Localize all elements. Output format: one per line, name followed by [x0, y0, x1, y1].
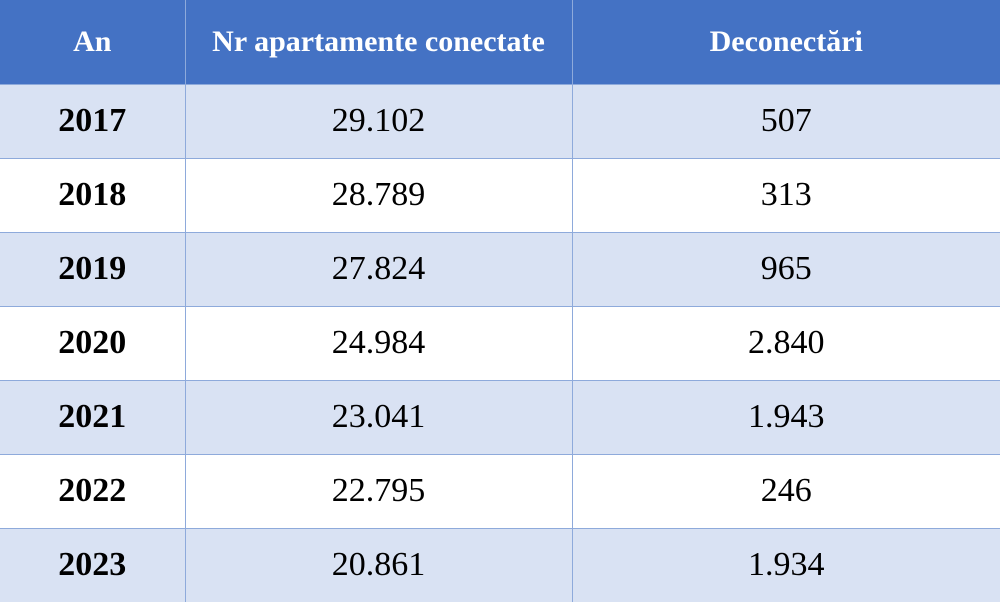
table-header: An Nr apartamente conectate Deconectări: [0, 0, 1000, 84]
disconnections-cell: 1.943: [572, 379, 1000, 454]
table-row: 2021 23.041 1.943: [0, 379, 1000, 454]
table-row: 2018 28.789 313: [0, 157, 1000, 232]
connected-apartments-cell: 29.102: [185, 83, 573, 158]
year-cell: 2018: [0, 157, 186, 232]
year-cell: 2020: [0, 305, 186, 380]
disconnections-cell: 507: [572, 83, 1000, 158]
table-body: 2017 29.102 507 2018 28.789 313 2019 27.…: [0, 83, 1000, 602]
year-cell: 2017: [0, 83, 186, 158]
connected-apartments-cell: 24.984: [185, 305, 573, 380]
disconnections-cell: 1.934: [572, 527, 1000, 602]
header-row: An Nr apartamente conectate Deconectări: [0, 0, 1000, 84]
table-row: 2019 27.824 965: [0, 231, 1000, 306]
table-row: 2020 24.984 2.840: [0, 305, 1000, 380]
disconnections-cell: 2.840: [572, 305, 1000, 380]
disconnections-cell: 965: [572, 231, 1000, 306]
column-header-year: An: [0, 0, 186, 84]
disconnections-cell: 313: [572, 157, 1000, 232]
connected-apartments-cell: 23.041: [185, 379, 573, 454]
table-row: 2022 22.795 246: [0, 453, 1000, 528]
table-row: 2023 20.861 1.934: [0, 527, 1000, 602]
connected-apartments-cell: 20.861: [185, 527, 573, 602]
year-cell: 2019: [0, 231, 186, 306]
year-cell: 2022: [0, 453, 186, 528]
column-header-disconnections: Deconectări: [572, 0, 1000, 84]
year-cell: 2021: [0, 379, 186, 454]
table-row: 2017 29.102 507: [0, 83, 1000, 158]
column-header-connected-apartments: Nr apartamente conectate: [185, 0, 573, 84]
connected-apartments-cell: 27.824: [185, 231, 573, 306]
connected-apartments-cell: 22.795: [185, 453, 573, 528]
connected-apartments-cell: 28.789: [185, 157, 573, 232]
disconnections-cell: 246: [572, 453, 1000, 528]
year-cell: 2023: [0, 527, 186, 602]
